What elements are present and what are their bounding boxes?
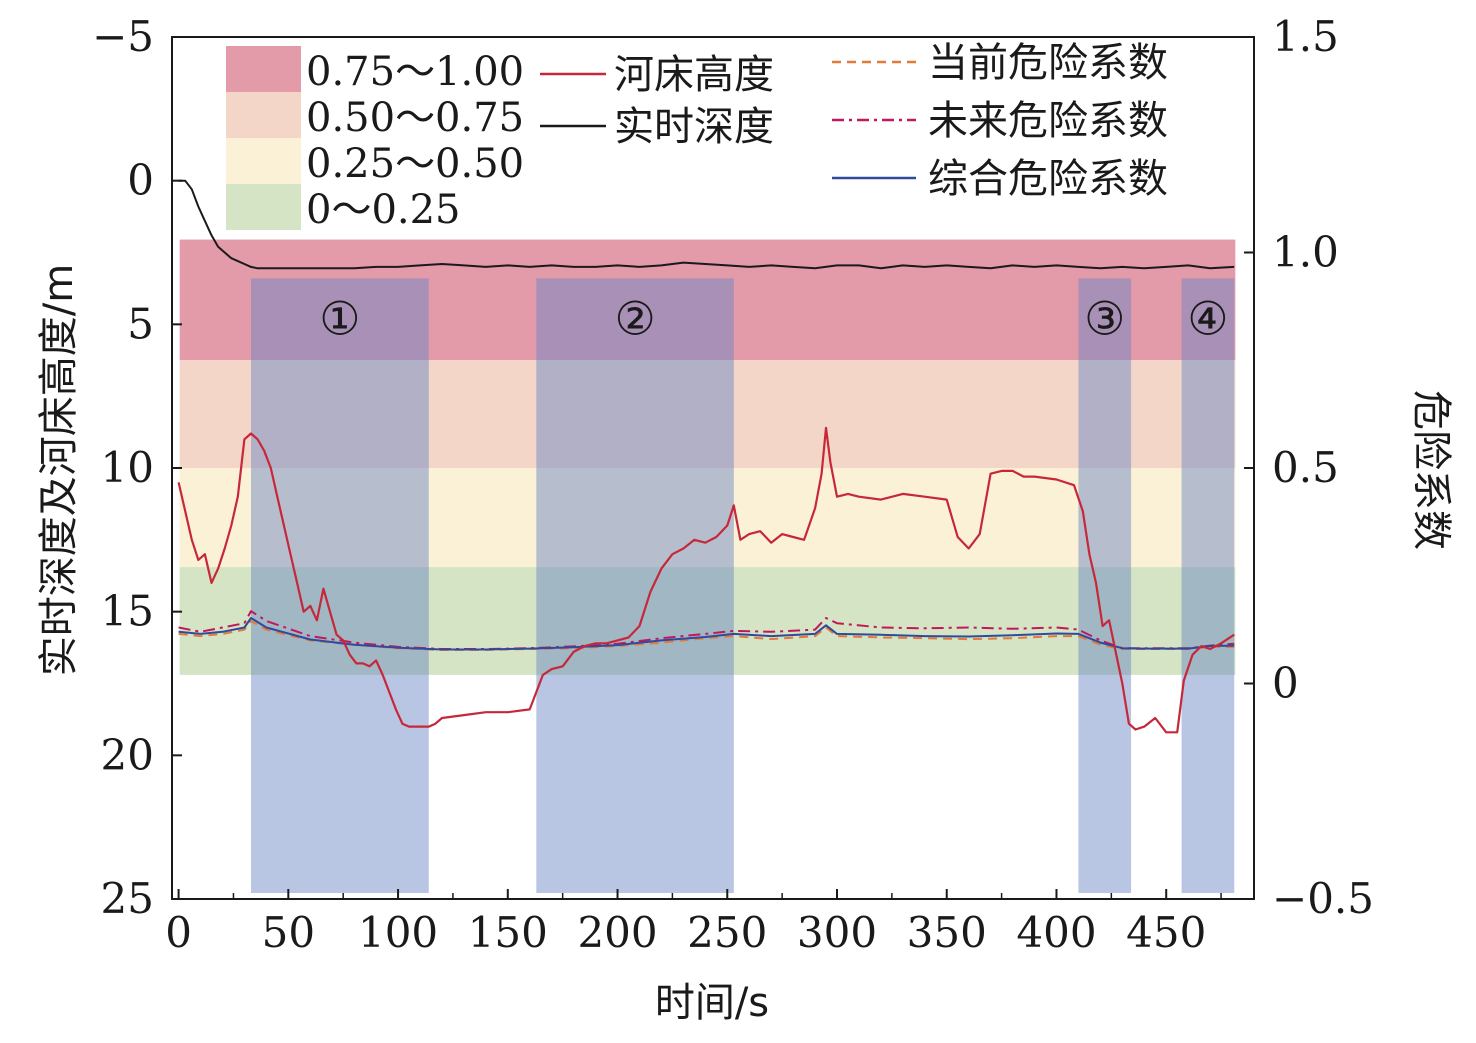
legend-line-label-4: 综合危险系数	[928, 156, 1168, 202]
y-left-axis-title: 实时深度及河床高度/m	[36, 264, 82, 676]
x-tick-label-9: 450	[1126, 908, 1206, 957]
y-right-tick-label-4: 1.5	[1272, 12, 1339, 61]
x-tick-label-8: 400	[1016, 908, 1096, 957]
legend-line-label-0: 河床高度	[614, 52, 774, 98]
x-tick-label-7: 350	[907, 908, 987, 957]
x-tick-label-1: 50	[262, 908, 315, 957]
x-tick-label-5: 250	[687, 908, 767, 957]
y-right-tick-label-3: 1.0	[1272, 228, 1339, 277]
legend-band-swatch-1	[226, 92, 301, 138]
legend-band-label-0: 0.75～1.00	[306, 49, 524, 95]
y-left-tick-label-2: 5	[127, 299, 154, 348]
y-left-tick-label-3: 10	[101, 443, 154, 492]
highlight-regions: ① ② ③ ④	[251, 278, 1235, 893]
band-3	[179, 567, 1236, 675]
series-line-4	[178, 617, 1235, 651]
legend-line-label-3: 未来危险系数	[928, 98, 1168, 144]
y-left-tick-label-6: 25	[101, 874, 154, 923]
band-2	[179, 468, 1236, 576]
region-1-shade	[251, 278, 429, 893]
region-2-label: ②	[614, 291, 655, 345]
axis-ticks: 0 50 100 150 200 250 300 350 400 450 −5 0 5 10 15 20 25 −…	[92, 12, 1374, 957]
region-1-label: ①	[319, 291, 360, 345]
danger-bands	[179, 239, 1236, 675]
legend-band-swatch-0	[226, 46, 301, 92]
region-2-shade	[536, 278, 734, 893]
y-right-tick-label-1: 0	[1272, 659, 1299, 708]
band-0	[179, 239, 1236, 361]
x-tick-label-3: 150	[468, 908, 548, 957]
y-left-tick-label-5: 20	[101, 730, 154, 779]
series-line-1	[178, 179, 1235, 270]
x-tick-label-2: 100	[358, 908, 438, 957]
legend-band-swatch-2	[226, 138, 301, 184]
legend-band-label-2: 0.25～0.50	[306, 141, 524, 187]
y-right-axis-title: 危险系数	[1408, 390, 1454, 550]
legend: 0.75～1.000.50～0.750.25～0.500～0.25 河床高度实时深…	[226, 40, 1168, 233]
y-left-tick-label-4: 15	[101, 587, 154, 636]
x-tick-label-0: 0	[165, 908, 192, 957]
y-right-tick-label-0: −0.5	[1272, 874, 1374, 923]
x-tick-label-4: 200	[577, 908, 657, 957]
legend-line-label-2: 当前危险系数	[928, 40, 1168, 86]
region-4-shade	[1181, 278, 1235, 893]
legend-band-label-1: 0.50～0.75	[306, 95, 524, 141]
x-axis-title: 时间/s	[655, 980, 769, 1026]
y-left-tick-label-0: −5	[92, 12, 154, 61]
region-4-label: ④	[1187, 291, 1228, 345]
band-1	[179, 360, 1236, 468]
series-line-0	[177, 426, 1235, 734]
y-left-tick-label-1: 0	[127, 156, 154, 205]
series-line-2	[178, 620, 1235, 651]
region-3-shade	[1078, 278, 1132, 893]
data-lines	[177, 179, 1235, 734]
x-tick-label-6: 300	[797, 908, 877, 957]
region-3-label: ③	[1084, 291, 1125, 345]
legend-line-label-1: 实时深度	[614, 104, 774, 150]
y-right-tick-label-2: 0.5	[1272, 443, 1339, 492]
legend-band-label-3: 0～0.25	[306, 187, 461, 233]
legend-band-swatch-3	[226, 184, 301, 230]
